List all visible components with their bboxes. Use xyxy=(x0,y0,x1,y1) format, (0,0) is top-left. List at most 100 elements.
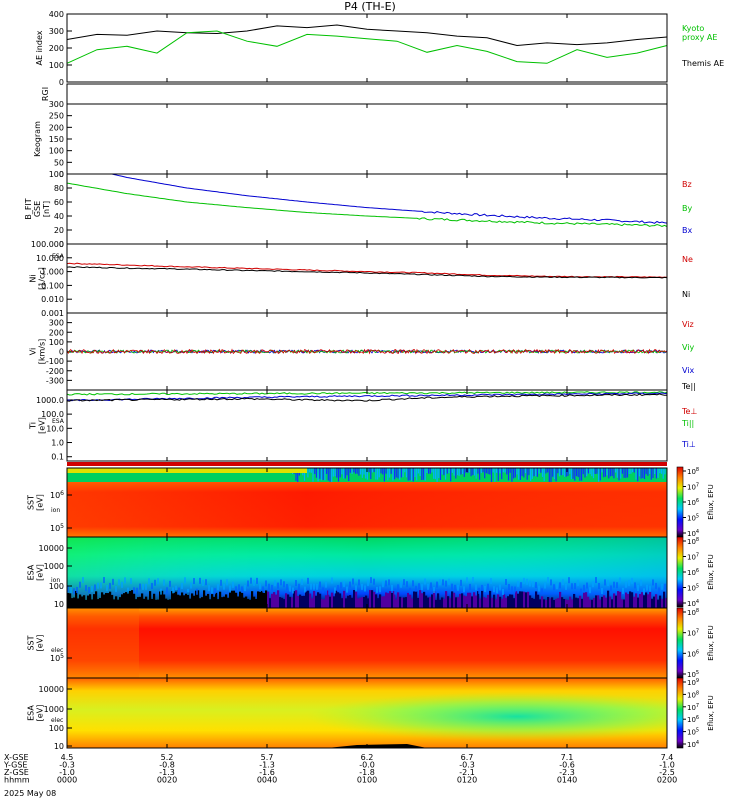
legend-by: By xyxy=(682,204,692,213)
sst-ion-top-streak xyxy=(371,468,374,473)
esa-ion-speckle xyxy=(175,585,177,592)
esa-ion-noise xyxy=(509,594,512,608)
esa-ion-noise xyxy=(329,596,332,608)
sst-ion-top-streak xyxy=(630,468,632,474)
sst-ion-top-streak xyxy=(518,468,520,480)
esa-ion-noise xyxy=(181,592,184,608)
sst-ion-top-streak xyxy=(662,468,664,479)
esa-ion-noise xyxy=(305,591,308,608)
esa-ion-speckle xyxy=(412,580,414,587)
esa-ion-noise xyxy=(129,590,132,608)
colorbar-tick-label: 106 xyxy=(687,649,699,658)
ae-ylabel: AE index xyxy=(35,30,44,65)
colorbar-label-line: Eflux, EFU xyxy=(707,695,715,730)
sst-ion-top-streak xyxy=(388,468,391,478)
esa-ion-speckle xyxy=(376,586,378,593)
esa-ion-noise xyxy=(579,595,582,608)
sst-ele-start-shade xyxy=(67,608,139,678)
esa-ion-speckle xyxy=(469,583,471,590)
x-col-value: 0040 xyxy=(257,776,277,785)
esa-ion-noise xyxy=(319,593,322,608)
series-kyoto-proxy-ae-line xyxy=(66,30,668,64)
esa-ion-noise xyxy=(275,594,278,608)
esa-ion-speckle xyxy=(67,586,69,593)
bfield-ylabel: B_FIT GSE [nT] xyxy=(24,198,51,219)
x-col-value: 5.2 xyxy=(161,753,174,762)
esa-ion-speckle xyxy=(394,588,396,595)
esa-ion-speckle xyxy=(295,580,297,587)
esa-ion-speckle xyxy=(259,583,261,590)
y-tick-label: 0.010 xyxy=(41,295,64,304)
sst-ion-top-streak xyxy=(592,468,595,479)
y-tick-label: 1000.0 xyxy=(36,396,64,405)
esa-ion-noise xyxy=(247,598,250,608)
esa-ion-noise xyxy=(625,592,628,608)
colorbar xyxy=(676,466,684,538)
sst-ion-top-streak xyxy=(516,468,518,475)
esa-ion-noise xyxy=(237,596,240,608)
esa-ion-speckle xyxy=(298,583,300,590)
sst-ion-top-streak xyxy=(314,468,316,475)
esa-ion-speckle xyxy=(142,583,144,590)
esa-ion-noise xyxy=(561,597,564,608)
sst-ion-top-streak xyxy=(473,468,476,476)
esa-ion-noise xyxy=(263,593,266,608)
esa-ion-speckle xyxy=(244,585,246,592)
esa-ion-noise xyxy=(311,598,314,608)
esa-ion-noise xyxy=(633,596,636,608)
esa-ion-speckle xyxy=(427,583,429,590)
rgi-label-line: RGI xyxy=(41,87,50,101)
legend-temp-0: Te|| xyxy=(681,382,696,391)
y-tick-label: 0 xyxy=(59,170,64,179)
esa-ion-speckle xyxy=(520,582,522,589)
esa-ion-noise xyxy=(513,598,516,608)
esa-ion-speckle xyxy=(589,587,591,594)
x-col-value: -1.6 xyxy=(259,768,275,777)
colorbar-tick-label: 104 xyxy=(687,740,699,749)
esa-ion-noise xyxy=(577,598,580,608)
x-col-value: 6.7 xyxy=(461,753,474,762)
series-viz-line xyxy=(66,348,668,355)
esa-ion-noise xyxy=(139,596,142,608)
esa-ion-speckle xyxy=(289,585,291,592)
sst-ion-top-streak xyxy=(295,468,297,481)
esa-ion-noise xyxy=(637,597,640,608)
esa-ion-noise xyxy=(189,598,192,608)
esa-ion-noise xyxy=(191,593,194,608)
series-ni-line xyxy=(66,266,668,279)
legend-kyoto-proxy-ae: Kyoto proxy AE xyxy=(682,24,717,42)
esa-ion-speckle xyxy=(586,582,588,589)
series-themis-ae-line xyxy=(66,24,668,47)
y-tick-label: 20 xyxy=(54,226,64,235)
esa-ion-noise xyxy=(331,592,334,608)
y-tick-label: 10 xyxy=(54,600,64,609)
sst-ion-top-streak xyxy=(373,468,375,473)
esa-ion-noise xyxy=(607,590,610,608)
sst-ion-top-streak xyxy=(455,468,457,479)
sst-ion-top-streak xyxy=(637,468,639,482)
sst-ion-top-streak xyxy=(382,468,384,475)
sst-ion-top-streak xyxy=(598,468,600,482)
sst-ion-top-streak xyxy=(400,468,402,478)
legend-bx: Bx xyxy=(682,226,692,235)
esa-ion-noise xyxy=(657,599,660,608)
sst-ion-top-streak xyxy=(385,468,387,474)
esa-ion-noise xyxy=(365,595,368,608)
sst-ion-top-streak xyxy=(416,468,418,481)
esa-ion-speckle xyxy=(100,582,102,589)
sst-ion-top-streak xyxy=(315,468,317,478)
sst-ion-top-streak xyxy=(349,468,351,473)
esa-ion-noise xyxy=(361,597,364,608)
esa-ion-noise xyxy=(389,591,392,608)
esa-ion-noise xyxy=(523,591,526,608)
x-col-value: -1.0 xyxy=(59,768,75,777)
sst-ion-top-streak xyxy=(489,468,491,475)
esa-ion-noise xyxy=(325,595,328,608)
esa-ion-speckle xyxy=(472,577,474,584)
esa-ion-noise xyxy=(223,596,226,608)
esa-ion-noise xyxy=(175,590,178,608)
velocity-ylabel-line: [km/s] xyxy=(38,339,47,365)
colorbar xyxy=(676,677,684,749)
sst-ion-top-streak xyxy=(351,468,353,475)
esa-ion-speckle xyxy=(544,582,546,589)
